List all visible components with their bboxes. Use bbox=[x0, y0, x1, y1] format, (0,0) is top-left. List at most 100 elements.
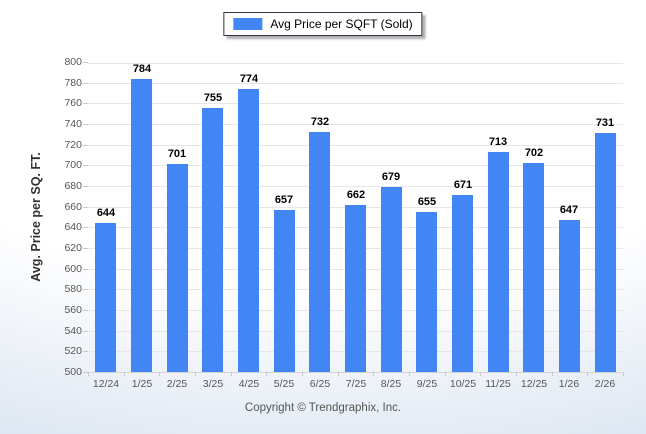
y-tick-mark bbox=[83, 310, 88, 311]
x-tick-label: 4/25 bbox=[238, 378, 260, 390]
gridline bbox=[88, 144, 623, 146]
x-tick-label: 5/25 bbox=[273, 378, 295, 390]
bar-value-label: 774 bbox=[239, 73, 259, 85]
gridline bbox=[88, 124, 623, 125]
bar-value-label: 732 bbox=[310, 116, 330, 128]
x-tick-mark bbox=[516, 372, 517, 376]
x-tick-mark bbox=[266, 372, 267, 376]
x-tick-label: 9/25 bbox=[416, 378, 438, 390]
bar-value-label: 701 bbox=[167, 148, 187, 160]
plot-area: 500 520 540 560 580 600 620 640 660 680 700 720 740 7… bbox=[64, 56, 624, 390]
y-tick-mark bbox=[83, 289, 88, 291]
x-tick-label: 12/25 bbox=[520, 378, 548, 390]
y-tick-mark bbox=[83, 124, 88, 125]
y-tick-label: 600 bbox=[64, 262, 82, 275]
bar-value-label: 657 bbox=[274, 194, 294, 206]
x-tick-mark bbox=[373, 372, 374, 376]
y-tick-label: 740 bbox=[64, 118, 82, 130]
bar bbox=[559, 220, 580, 372]
x-tick-mark bbox=[409, 372, 410, 376]
copyright-text: Copyright © Trendgraphix, Inc. bbox=[244, 402, 402, 414]
y-tick-label: 540 bbox=[64, 324, 82, 337]
x-tick-label: 12/24 bbox=[92, 378, 120, 390]
legend-label: Avg Price per SQFT (Sold) bbox=[270, 17, 413, 31]
bar bbox=[202, 108, 223, 372]
x-tick-mark bbox=[552, 372, 553, 376]
y-tick-label: 520 bbox=[64, 345, 82, 358]
gridline bbox=[88, 82, 623, 84]
gridline bbox=[88, 63, 623, 64]
x-tick-mark bbox=[623, 372, 624, 376]
y-tick-label: 800 bbox=[64, 56, 82, 68]
y-tick-mark bbox=[83, 351, 88, 353]
x-tick-label: 1/26 bbox=[558, 378, 580, 390]
x-axis-baseline bbox=[88, 372, 623, 373]
bar bbox=[131, 79, 152, 372]
y-tick-mark bbox=[83, 248, 88, 249]
gridline bbox=[88, 186, 623, 187]
legend-swatch-icon bbox=[233, 18, 263, 30]
bar bbox=[238, 89, 259, 372]
x-tick-mark bbox=[587, 372, 588, 376]
y-tick-label: 640 bbox=[64, 221, 82, 234]
y-tick-mark bbox=[83, 330, 88, 332]
bar bbox=[95, 223, 116, 372]
x-tick-label: 10/25 bbox=[449, 378, 477, 390]
x-tick-mark bbox=[445, 372, 446, 376]
x-tick-label: 3/25 bbox=[202, 378, 224, 390]
y-tick-label: 660 bbox=[64, 200, 82, 213]
y-tick-mark bbox=[83, 227, 88, 229]
x-tick-label: 2/25 bbox=[166, 378, 188, 390]
bar bbox=[274, 210, 295, 372]
bar bbox=[595, 133, 616, 372]
bar bbox=[309, 132, 330, 372]
y-tick-mark bbox=[83, 372, 88, 373]
y-tick-mark bbox=[83, 268, 88, 270]
gridline bbox=[88, 103, 623, 105]
x-tick-label: 1/25 bbox=[131, 378, 153, 390]
bar-value-label: 713 bbox=[488, 136, 508, 148]
x-tick-mark bbox=[159, 372, 160, 376]
bar-value-label: 731 bbox=[595, 117, 615, 129]
y-tick-label: 760 bbox=[64, 97, 82, 110]
bar bbox=[345, 205, 366, 372]
x-tick-mark bbox=[195, 372, 196, 376]
y-tick-label: 720 bbox=[64, 138, 82, 151]
bar bbox=[523, 163, 544, 372]
y-tick-label: 500 bbox=[64, 366, 82, 378]
x-tick-mark bbox=[88, 372, 89, 376]
x-tick-label: 7/25 bbox=[345, 378, 367, 390]
y-tick-mark bbox=[83, 62, 88, 63]
bar-value-label: 647 bbox=[559, 204, 579, 216]
bar-value-label: 755 bbox=[203, 92, 223, 104]
chart-legend: Avg Price per SQFT (Sold) bbox=[223, 12, 423, 36]
bar-value-label: 655 bbox=[417, 196, 437, 208]
y-tick-label: 700 bbox=[64, 159, 82, 172]
bar bbox=[416, 212, 437, 372]
y-tick-mark bbox=[83, 206, 88, 208]
bar-value-label: 644 bbox=[96, 207, 116, 219]
bar-value-label: 671 bbox=[453, 179, 473, 191]
x-tick-label: 8/25 bbox=[380, 378, 402, 390]
x-tick-mark bbox=[480, 372, 481, 376]
y-tick-label: 780 bbox=[64, 76, 82, 89]
y-tick-mark bbox=[83, 186, 88, 187]
bar-value-label: 702 bbox=[524, 147, 544, 159]
x-tick-label: 2/26 bbox=[594, 378, 616, 390]
bar-value-label: 679 bbox=[381, 171, 401, 183]
bar bbox=[488, 152, 509, 372]
x-tick-mark bbox=[338, 372, 339, 376]
bar-value-label: 662 bbox=[346, 189, 366, 201]
y-tick-label: 620 bbox=[64, 242, 82, 254]
x-tick-mark bbox=[302, 372, 303, 376]
gridline bbox=[88, 165, 623, 167]
x-tick-mark bbox=[124, 372, 125, 376]
x-tick-label: 6/25 bbox=[309, 378, 331, 390]
y-tick-label: 560 bbox=[64, 304, 82, 316]
bar bbox=[167, 164, 188, 372]
x-tick-mark bbox=[231, 372, 232, 376]
bar-value-label: 784 bbox=[132, 63, 152, 75]
y-tick-label: 680 bbox=[64, 180, 82, 192]
y-tick-mark bbox=[83, 103, 88, 105]
